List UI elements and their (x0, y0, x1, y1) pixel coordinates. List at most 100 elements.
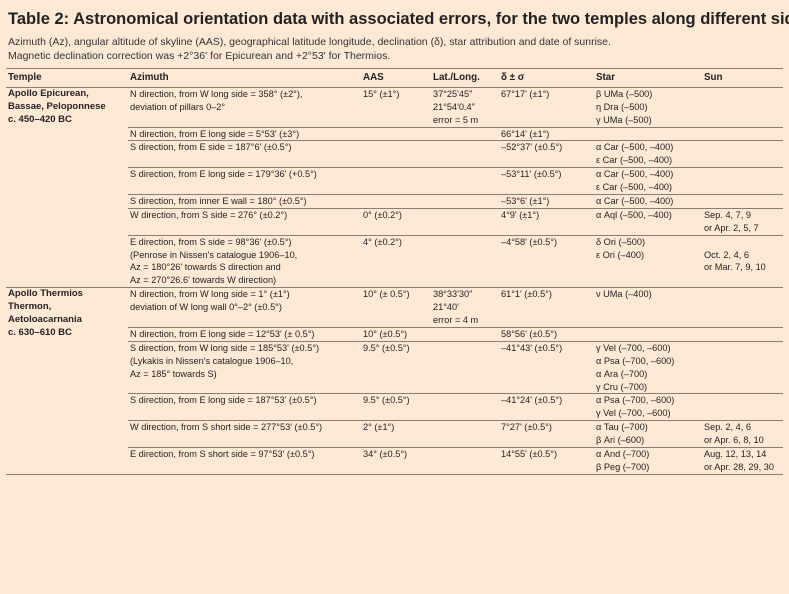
declination-cell: 14°55' (±0.5°) (499, 446, 594, 475)
aas-cell (361, 126, 431, 141)
table-row: Apollo Thermios Thermon, Aetoloacarnania c.… (6, 287, 783, 475)
latlong-text: error = 4 m (433, 315, 479, 326)
table-body: Apollo Epicurean, Bassae, Peloponnese c. 4… (6, 87, 783, 475)
sun-text: or Mar. 7, 9, 10 (704, 262, 766, 273)
azimuth-text: S direction, from E side = 187°6' (±0.5°… (130, 142, 292, 153)
aas-text: 9.5° (±0.5°) (363, 342, 410, 353)
table-title: Table 2: Astronomical orientation data w… (8, 10, 789, 28)
star-cell (594, 326, 702, 342)
declination-cell: 7°27' (±0.5°) (499, 420, 594, 448)
star-text: β Peg (–700) (596, 461, 650, 472)
sun-text: Aug. 12, 13, 14 (704, 448, 767, 459)
sun-cell (702, 287, 783, 328)
header-latlong: Lat./Long. (431, 69, 499, 88)
azimuth-text: S direction, from E long side = 179°36' … (130, 169, 317, 180)
sun-cell (702, 326, 783, 342)
azimuth-cell: N direction, from W long side = 358° (±2… (128, 87, 361, 127)
declination-text: –53°11' (±0.5°) (501, 169, 562, 180)
star-text: γ Vel (–700, –600) (596, 342, 671, 353)
declination-text: –4°58' (±0.5°) (501, 236, 558, 247)
header-azimuth: Azimuth (128, 69, 361, 88)
star-text: α Tau (–700) (596, 422, 648, 433)
sun-cell (702, 393, 783, 421)
aas-cell: 10° (±0.5°) (361, 326, 431, 342)
azimuth-cell: N direction, from E long side = 5°53' (±… (128, 126, 361, 141)
aas-cell: 4° (±0.2°) (361, 234, 431, 289)
azimuth-cell: E direction, from S short side = 97°53' … (128, 446, 361, 475)
sun-cell (702, 194, 783, 209)
star-text: α Car (–500, –400) (596, 169, 674, 180)
temple-label: Apollo Epicurean, (8, 87, 89, 99)
latlong-text: 21°40' (433, 302, 459, 313)
aas-text: 10° (±0.5°) (363, 328, 408, 339)
declination-cell: –52°37' (±0.5°) (499, 140, 594, 168)
azimuth-text: W direction, from S side = 276° (±0.2°) (130, 209, 288, 220)
declination-cell: –41°43' (±0.5°) (499, 340, 594, 394)
azimuth-text: S direction, from E long side = 187°53' … (130, 395, 317, 406)
aas-cell (361, 140, 431, 168)
sun-text: or Apr. 6, 8, 10 (704, 435, 764, 446)
star-cell: δ Ori (–500) ε Ori (–400) (594, 234, 702, 289)
star-cell: α Tau (–700) β Ari (–600) (594, 420, 702, 448)
declination-cell: 4°9' (±1°) (499, 207, 594, 236)
header-temple: Temple (6, 69, 128, 88)
star-text: ε Car (–500, –400) (596, 155, 673, 166)
star-text: ε Car (–500, –400) (596, 182, 673, 193)
aas-cell: 10° (± 0.5°) (361, 287, 431, 328)
latlong-cell (431, 393, 499, 421)
aas-text: 34° (±0.5°) (363, 448, 408, 459)
azimuth-text: Az = 270°26.6' towards W direction) (130, 275, 277, 286)
azimuth-text: W direction, from S short side = 277°53'… (130, 422, 323, 433)
table-row: S direction, from E long side = 187°53' … (6, 393, 783, 421)
header-sun: Sun (702, 69, 783, 88)
table-row: S direction, from E side = 187°6' (±0.5°… (6, 140, 783, 168)
azimuth-text: N direction, from W long side = 358° (±2… (130, 88, 303, 99)
sun-cell (702, 167, 783, 195)
declination-cell: –41°24' (±0.5°) (499, 393, 594, 421)
azimuth-text: deviation of pillars 0–2° (130, 101, 226, 112)
azimuth-text: (Penrose in Nissen's catalogue 1906–10, (130, 249, 298, 260)
latlong-cell (431, 167, 499, 195)
orientation-table: Temple Azimuth AAS Lat./Long. δ ± σ Star… (6, 69, 783, 475)
aas-cell (361, 194, 431, 209)
declination-cell: 58°56' (±0.5°) (499, 326, 594, 342)
aas-text: 4° (±0.2°) (363, 236, 402, 247)
sun-cell (702, 140, 783, 168)
star-text: α Car (–500, –400) (596, 196, 674, 207)
azimuth-text: Az = 185° towards S) (130, 368, 217, 379)
latlong-cell: 37°25'45" 21°54'0.4" error = 5 m (431, 87, 499, 127)
latlong-cell (431, 420, 499, 448)
aas-cell: 9.5° (±0.5°) (361, 340, 431, 394)
declination-text: 4°9' (±1°) (501, 209, 540, 220)
star-cell: γ Vel (–700, –600) α Psa (–700, –600) α Ar… (594, 340, 702, 394)
sun-text: Oct. 2, 4, 6 (704, 249, 749, 260)
latlong-cell (431, 126, 499, 141)
latlong-text: 21°54'0.4" (433, 101, 475, 112)
star-text: α And (–700) (596, 448, 650, 459)
header-declination: δ ± σ (499, 69, 594, 88)
latlong-cell: 38°33'30" 21°40' error = 4 m (431, 287, 499, 328)
azimuth-cell: S direction, from inner E wall = 180° (±… (128, 194, 361, 209)
declination-cell: –53°6' (±1°) (499, 194, 594, 209)
declination-text: –41°24' (±0.5°) (501, 395, 563, 406)
latlong-cell (431, 140, 499, 168)
aas-cell (361, 167, 431, 195)
latlong-cell (431, 326, 499, 342)
sun-text: or Apr. 2, 5, 7 (704, 222, 759, 233)
sun-text: Sep. 4, 7, 9 (704, 209, 751, 220)
azimuth-text: deviation of W long wall 0°–2° (±0.5°) (130, 302, 282, 313)
declination-text: 14°55' (±0.5°) (501, 448, 558, 459)
aas-text: 0° (±0.2°) (363, 209, 402, 220)
temple-label: c. 630–610 BC (8, 326, 72, 338)
description-line: Azimuth (Az), angular altitude of skylin… (8, 36, 611, 48)
star-cell: α Psa (–700, –600) γ Vel (–700, –600) (594, 393, 702, 421)
declination-text: 66°14' (±1°) (501, 128, 550, 139)
declination-text: 58°56' (±0.5°) (501, 328, 558, 339)
star-cell: α Car (–500, –400) (594, 194, 702, 209)
table-row: S direction, from W long side = 185°53' … (6, 340, 783, 394)
azimuth-cell: N direction, from W long side = 1° (±1°)… (128, 287, 361, 328)
azimuth-text: N direction, from E long side = 12°53' (… (130, 328, 315, 339)
latlong-cell (431, 194, 499, 209)
declination-text: –41°43' (±0.5°) (501, 342, 563, 353)
star-text: α Car (–500, –400) (596, 142, 674, 153)
